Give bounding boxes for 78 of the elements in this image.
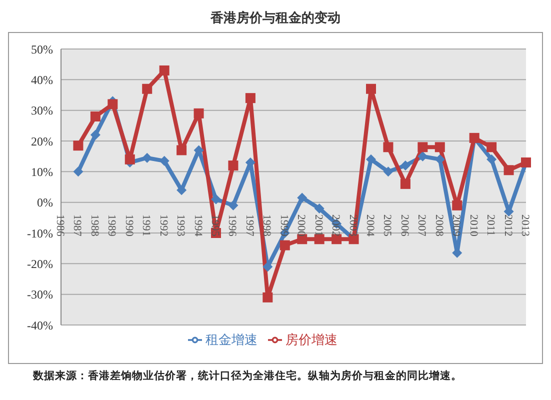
legend-label: 租金增速: [206, 333, 258, 348]
x-tick-label: 1986: [54, 214, 66, 237]
point: [90, 111, 100, 122]
point: [228, 160, 238, 171]
point: [142, 152, 152, 163]
point: [504, 165, 514, 176]
point: [228, 200, 238, 210]
point: [90, 130, 100, 140]
y-tick-label: -40%: [27, 318, 53, 332]
point: [159, 65, 170, 76]
point: [262, 262, 273, 272]
point: [262, 292, 273, 302]
point: [194, 108, 204, 118]
y-tick-label: 0%: [37, 196, 53, 210]
y-tick-label: 50%: [31, 42, 53, 56]
x-tick-label: 1988: [88, 214, 100, 237]
x-tick-label: 1990: [122, 214, 135, 237]
point: [486, 154, 497, 164]
point: [383, 166, 394, 177]
point: [280, 240, 290, 250]
x-tick-label: 1999: [278, 214, 290, 237]
y-tick-label: 10%: [31, 164, 53, 179]
point: [124, 154, 135, 164]
point: [434, 142, 445, 152]
point: [142, 84, 152, 94]
point: [159, 156, 170, 166]
x-tick-label: 2009: [450, 214, 462, 237]
y-tick-label: -10%: [27, 226, 53, 240]
point: [108, 99, 118, 110]
point: [400, 178, 410, 189]
source-note: 数据来源：香港差饷物业估价署，统计口径为全港住宅。纵轴为房价与租金的同比增速。: [33, 369, 463, 383]
x-tick-label: 2007: [416, 214, 428, 237]
point: [434, 154, 445, 164]
x-tick-label: 1998: [260, 214, 273, 237]
point: [245, 93, 256, 104]
y-tick-label: 40%: [31, 72, 53, 87]
x-tick-label: 1994: [192, 214, 204, 237]
point: [452, 200, 462, 210]
x-tick-label: 1989: [106, 214, 118, 237]
point: [418, 142, 428, 152]
x-tick-label: 1993: [174, 214, 187, 237]
x-tick-label: 1996: [226, 214, 238, 237]
x-tick-label: 2013: [519, 214, 531, 237]
x-tick-label: 2003: [346, 214, 359, 237]
x-tick-label: 2005: [381, 214, 394, 237]
x-tick-label: 2010: [467, 214, 480, 237]
legend-label: 房价增速: [286, 333, 338, 348]
y-tick-label: 20%: [31, 134, 53, 148]
y-tick-label: -30%: [27, 288, 53, 302]
x-tick-label: 2012: [502, 214, 514, 236]
point: [366, 154, 376, 164]
x-tick-label: 1997: [243, 214, 256, 237]
point: [211, 194, 221, 204]
point: [176, 145, 187, 156]
point: [176, 185, 187, 196]
x-tick-label: 1992: [157, 214, 170, 236]
x-tick-label: 1987: [71, 214, 84, 237]
point: [400, 160, 410, 171]
x-tick-label: 2000: [295, 214, 308, 237]
point: [383, 142, 394, 152]
x-tick-label: 2001: [312, 214, 324, 236]
x-tick-label: 1991: [140, 214, 152, 236]
x-tick-label: 1995: [209, 214, 221, 237]
y-tick-label: -20%: [27, 256, 53, 271]
point: [297, 192, 308, 203]
point: [314, 203, 324, 214]
x-tick-label: 2006: [398, 214, 410, 237]
point: [73, 140, 84, 151]
x-tick-label: 2011: [484, 214, 497, 236]
y-tick-label: 30%: [31, 104, 53, 118]
point: [418, 151, 428, 162]
x-tick-label: 2008: [432, 214, 445, 237]
chart-title: 香港房价与租金的变动: [210, 10, 342, 28]
point: [366, 84, 376, 94]
point: [73, 166, 84, 177]
x-tick-label: 2004: [364, 214, 376, 237]
point: [486, 142, 497, 152]
x-tick-label: 2002: [330, 214, 342, 236]
